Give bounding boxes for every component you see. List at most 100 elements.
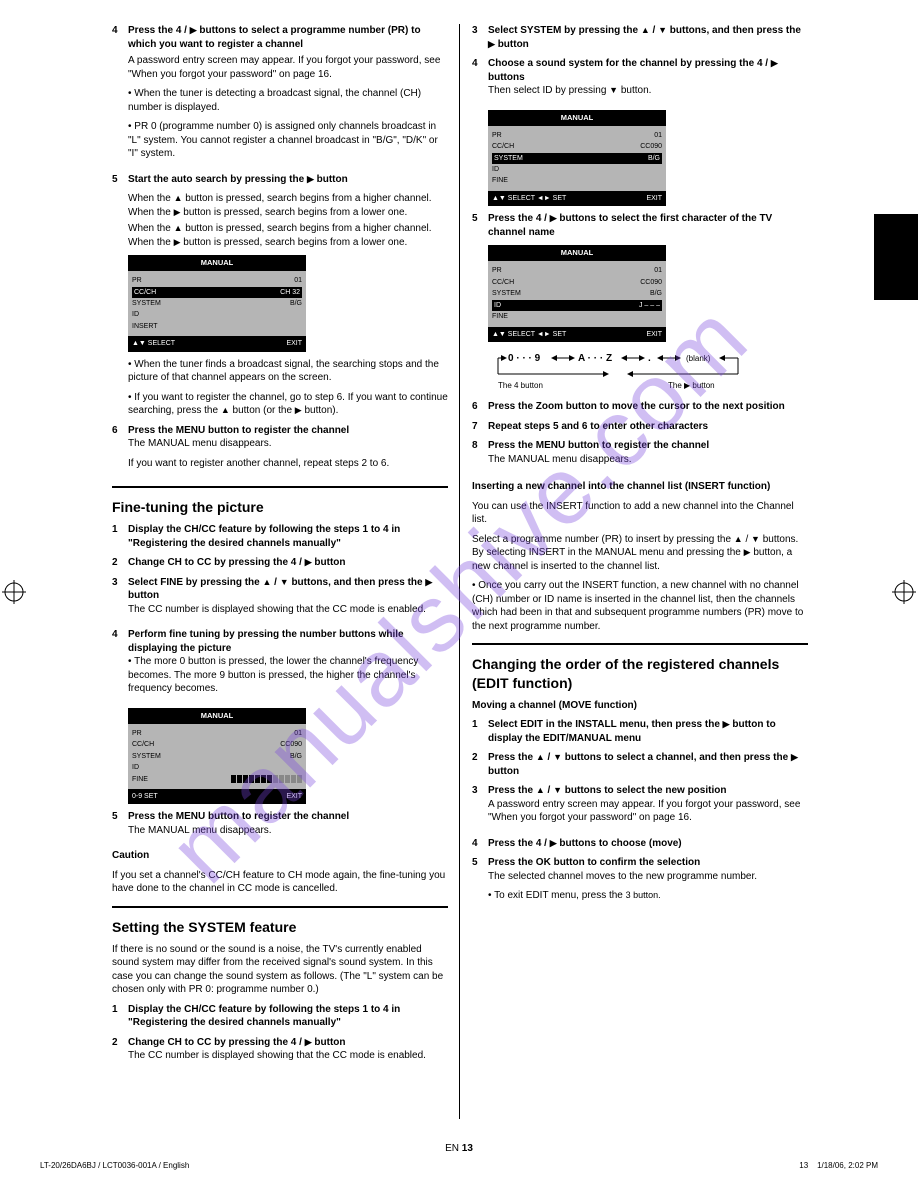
step-4: 4 Press the 4 / ▶ buttons to select a pr… bbox=[112, 24, 448, 167]
cell: INSERT bbox=[132, 322, 158, 331]
step-num: 3 bbox=[472, 784, 488, 831]
section-heading: Changing the order of the registered cha… bbox=[472, 655, 808, 693]
text: ▲▼ SELECT ◄► SET bbox=[492, 194, 566, 203]
hr bbox=[112, 486, 448, 488]
text: button bbox=[314, 174, 348, 185]
sys-step-6: 6Press the Zoom button to move the curso… bbox=[472, 400, 808, 414]
text: When the bbox=[128, 193, 174, 204]
caution-body: If you set a channel's CC/CH feature to … bbox=[112, 869, 448, 896]
step-num: 4 bbox=[472, 57, 488, 104]
cell: FINE bbox=[132, 775, 148, 784]
text: Press the bbox=[488, 213, 536, 224]
sys-step-5: 5Press the 4 / ▶ buttons to select the f… bbox=[472, 212, 808, 239]
hr bbox=[472, 643, 808, 645]
text: 13 bbox=[799, 1161, 808, 1170]
osd-footer: 0-9 SETEXIT bbox=[128, 789, 306, 804]
text: You can use the INSERT function to add a… bbox=[472, 500, 808, 527]
section-heading: Fine-tuning the picture bbox=[112, 498, 448, 517]
text: button bbox=[488, 766, 519, 777]
cell: CC/CH bbox=[132, 740, 154, 749]
text: button is pressed, search begins from a … bbox=[181, 207, 408, 218]
step-num: 6 bbox=[472, 400, 488, 414]
text: buttons, and then press the bbox=[667, 25, 801, 36]
hr bbox=[112, 906, 448, 908]
ft-step-3: 3Select FINE by pressing the ▲ / ▼ butto… bbox=[112, 576, 448, 623]
text: Press the MENU button to register the ch… bbox=[488, 440, 709, 451]
note: A password entry screen may appear. If y… bbox=[128, 54, 448, 81]
mv-step-3: 3Press the ▲ / ▼ buttons to select the n… bbox=[472, 784, 808, 831]
arrow-diagram-svg: 0 · · · 9 A · · · Z . The 4 bbox=[488, 348, 748, 392]
text: ▲▼ SELECT ◄► SET bbox=[492, 330, 566, 339]
text: Select EDIT in the INSTALL menu, then pr… bbox=[488, 719, 723, 730]
text: button. bbox=[618, 85, 651, 96]
cell: ID bbox=[132, 763, 139, 772]
text: button bbox=[312, 1037, 346, 1048]
footer-file: LT-20/26DA6BJ / LCT0036-001A / English bbox=[40, 1161, 189, 1170]
text: The MANUAL menu disappears. bbox=[128, 437, 448, 451]
text: The CC number is displayed showing that … bbox=[128, 603, 448, 617]
cell: PR bbox=[132, 276, 142, 285]
caution-title: Caution bbox=[112, 850, 149, 861]
cell: CC090 bbox=[640, 278, 662, 287]
osd-manual-1: MANUAL PR01 CC/CHCH 32 SYSTEMB/G ID INSE… bbox=[128, 255, 306, 352]
step-num: 7 bbox=[472, 420, 488, 434]
text: The CC number is displayed showing that … bbox=[128, 1049, 448, 1063]
right-column: 3Select SYSTEM by pressing the ▲ / ▼ but… bbox=[460, 24, 820, 1124]
bullet: When the tuner is detecting a broadcast … bbox=[128, 88, 421, 113]
mv-step-5: 5Press the OK button to confirm the sele… bbox=[472, 856, 808, 909]
cell: J – – – bbox=[639, 301, 660, 310]
text: buttons to select the new position bbox=[562, 785, 726, 796]
cell: CH 32 bbox=[280, 288, 300, 297]
sys-step-2: 2Change CH to CC by pressing the 4 / ▶ b… bbox=[112, 1036, 448, 1069]
column-divider bbox=[459, 24, 460, 1119]
text: Press the bbox=[488, 785, 536, 796]
step-num: 2 bbox=[112, 556, 128, 570]
text: Repeat steps 5 and 6 to enter other char… bbox=[488, 420, 808, 434]
osd-body: PR01 CC/CHCH 32 SYSTEMB/G ID INSERT bbox=[128, 271, 306, 336]
step-num: 1 bbox=[112, 523, 128, 550]
cell: CC/CH bbox=[492, 142, 514, 151]
text: The selected channel moves to the new pr… bbox=[488, 870, 808, 884]
mv-step-1: 1Select EDIT in the INSTALL menu, then p… bbox=[472, 718, 808, 745]
text: button bbox=[128, 590, 159, 601]
text: buttons to choose (move) bbox=[557, 838, 682, 849]
step-num: 2 bbox=[472, 751, 488, 778]
step-num: 5 bbox=[472, 212, 488, 239]
text: The MANUAL menu disappears. bbox=[488, 453, 808, 467]
text: The MANUAL menu disappears. bbox=[128, 824, 448, 838]
cell: PR bbox=[132, 729, 142, 738]
step-num: 2 bbox=[112, 1036, 128, 1069]
step-num: 4 bbox=[112, 628, 128, 702]
step-body: Press the 4 / ▶ buttons to select a prog… bbox=[128, 24, 448, 167]
step-num: 5 bbox=[472, 856, 488, 909]
osd-footer: ▲▼ SELECTEXIT bbox=[128, 336, 306, 351]
mv-step-4: 4Press the 4 / ▶ buttons to choose (move… bbox=[472, 837, 808, 851]
step-num: 1 bbox=[472, 718, 488, 745]
svg-text:.: . bbox=[648, 353, 651, 364]
cell: ID bbox=[494, 301, 501, 310]
text: Change CH to CC by pressing the 4 / bbox=[128, 557, 305, 568]
step5-sub: When the ▲ button is pressed, search beg… bbox=[128, 192, 448, 249]
ft-step-4: 4Perform fine tuning by pressing the num… bbox=[112, 628, 448, 702]
text: Press the OK button to confirm the selec… bbox=[488, 857, 700, 868]
sys-step-7: 7Repeat steps 5 and 6 to enter other cha… bbox=[472, 420, 808, 434]
cell: PR bbox=[492, 131, 502, 140]
osd-manual-4: MANUAL PR01 CC/CHCC090 SYSTEMB/G IDJ – –… bbox=[488, 245, 666, 342]
text: LT-20/26DA6BJ / LCT0036-001A / English bbox=[40, 1161, 189, 1170]
text: If you want to register another channel,… bbox=[128, 457, 448, 471]
text: 3 button. bbox=[626, 891, 661, 900]
cell: CC090 bbox=[640, 142, 662, 151]
step-num: 1 bbox=[112, 1003, 128, 1030]
sys-step-4: 4Choose a sound system for the channel b… bbox=[472, 57, 808, 104]
text: To exit EDIT menu, press the bbox=[494, 890, 626, 901]
step-num: 5 bbox=[112, 173, 128, 187]
text: button (or the bbox=[230, 405, 295, 416]
cell: FINE bbox=[492, 176, 508, 185]
cell: CC090 bbox=[280, 740, 302, 749]
text: buttons to select a channel, and then pr… bbox=[562, 752, 791, 763]
text: Display the CH/CC feature by following t… bbox=[128, 523, 448, 550]
left-column: 4 Press the 4 / ▶ buttons to select a pr… bbox=[100, 24, 460, 1124]
text: button). bbox=[302, 405, 339, 416]
cell: 01 bbox=[294, 729, 302, 738]
sys-step-3: 3Select SYSTEM by pressing the ▲ / ▼ but… bbox=[472, 24, 808, 51]
